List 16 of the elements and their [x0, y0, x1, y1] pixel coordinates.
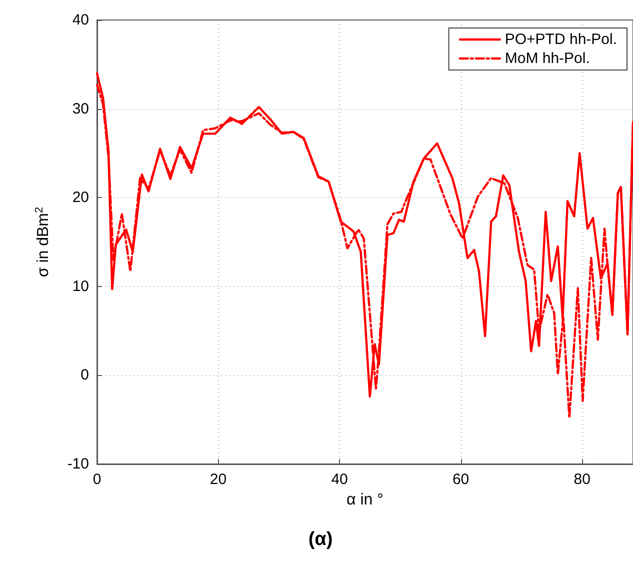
x-tick-label: 20 [210, 471, 227, 488]
x-tick-label: 40 [331, 471, 348, 488]
y-tick-label: -10 [67, 456, 89, 472]
y-axis-title: σ in dBm2 [34, 206, 52, 278]
legend-label: PO+PTD hh-Pol. [504, 31, 618, 48]
y-tick-label: 10 [72, 278, 89, 295]
x-tick-label: 60 [452, 471, 470, 488]
text: (α) [308, 529, 333, 550]
y-tick-label: 30 [72, 100, 89, 118]
y-tick-label: 40 [72, 12, 89, 28]
x-axis-title: α in ° [346, 492, 384, 508]
legend-label: MoM hh-Pol. [504, 50, 590, 67]
y-tick-label: 20 [72, 189, 89, 206]
y-tick-label: 0 [80, 366, 89, 384]
x-tick-label: 80 [574, 471, 590, 488]
x-tick-label: 0 [92, 471, 102, 488]
